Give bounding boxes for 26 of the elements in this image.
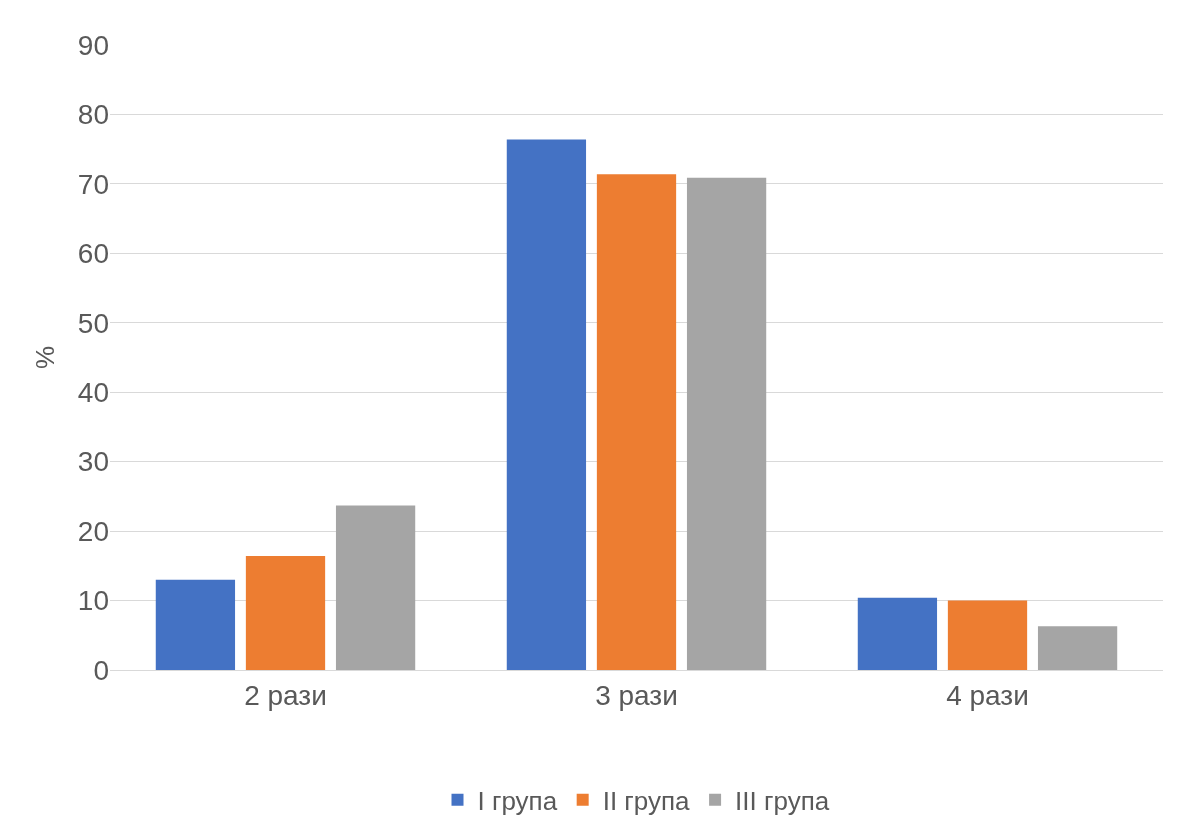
y-axis-title: % xyxy=(30,345,61,370)
y-tick-label: 20 xyxy=(77,515,109,547)
y-tick-label: 40 xyxy=(77,377,109,409)
x-tick-label: 3 рази xyxy=(595,679,678,711)
y-tick-label: 10 xyxy=(77,585,109,617)
legend-label: II група xyxy=(602,785,691,816)
legend-label: III група xyxy=(735,785,830,816)
y-tick-label: 50 xyxy=(77,307,109,339)
bar xyxy=(506,139,587,670)
legend-label: I група xyxy=(477,785,558,816)
y-tick-label: 30 xyxy=(77,446,109,478)
bar xyxy=(335,505,416,670)
y-tick-label: 70 xyxy=(77,168,109,200)
x-tick-label: 4 рази xyxy=(946,679,1029,711)
bar xyxy=(155,579,236,670)
bar xyxy=(686,177,767,670)
bar xyxy=(596,174,677,670)
y-tick-label: 80 xyxy=(77,99,109,131)
bar xyxy=(245,556,326,670)
bar xyxy=(1037,626,1118,670)
bar xyxy=(857,597,938,670)
bar xyxy=(947,600,1028,670)
y-tick-label: 0 xyxy=(93,654,109,686)
x-tick-label: 2 рази xyxy=(244,679,327,711)
y-tick-label: 90 xyxy=(77,29,109,61)
y-tick-label: 60 xyxy=(77,238,109,270)
